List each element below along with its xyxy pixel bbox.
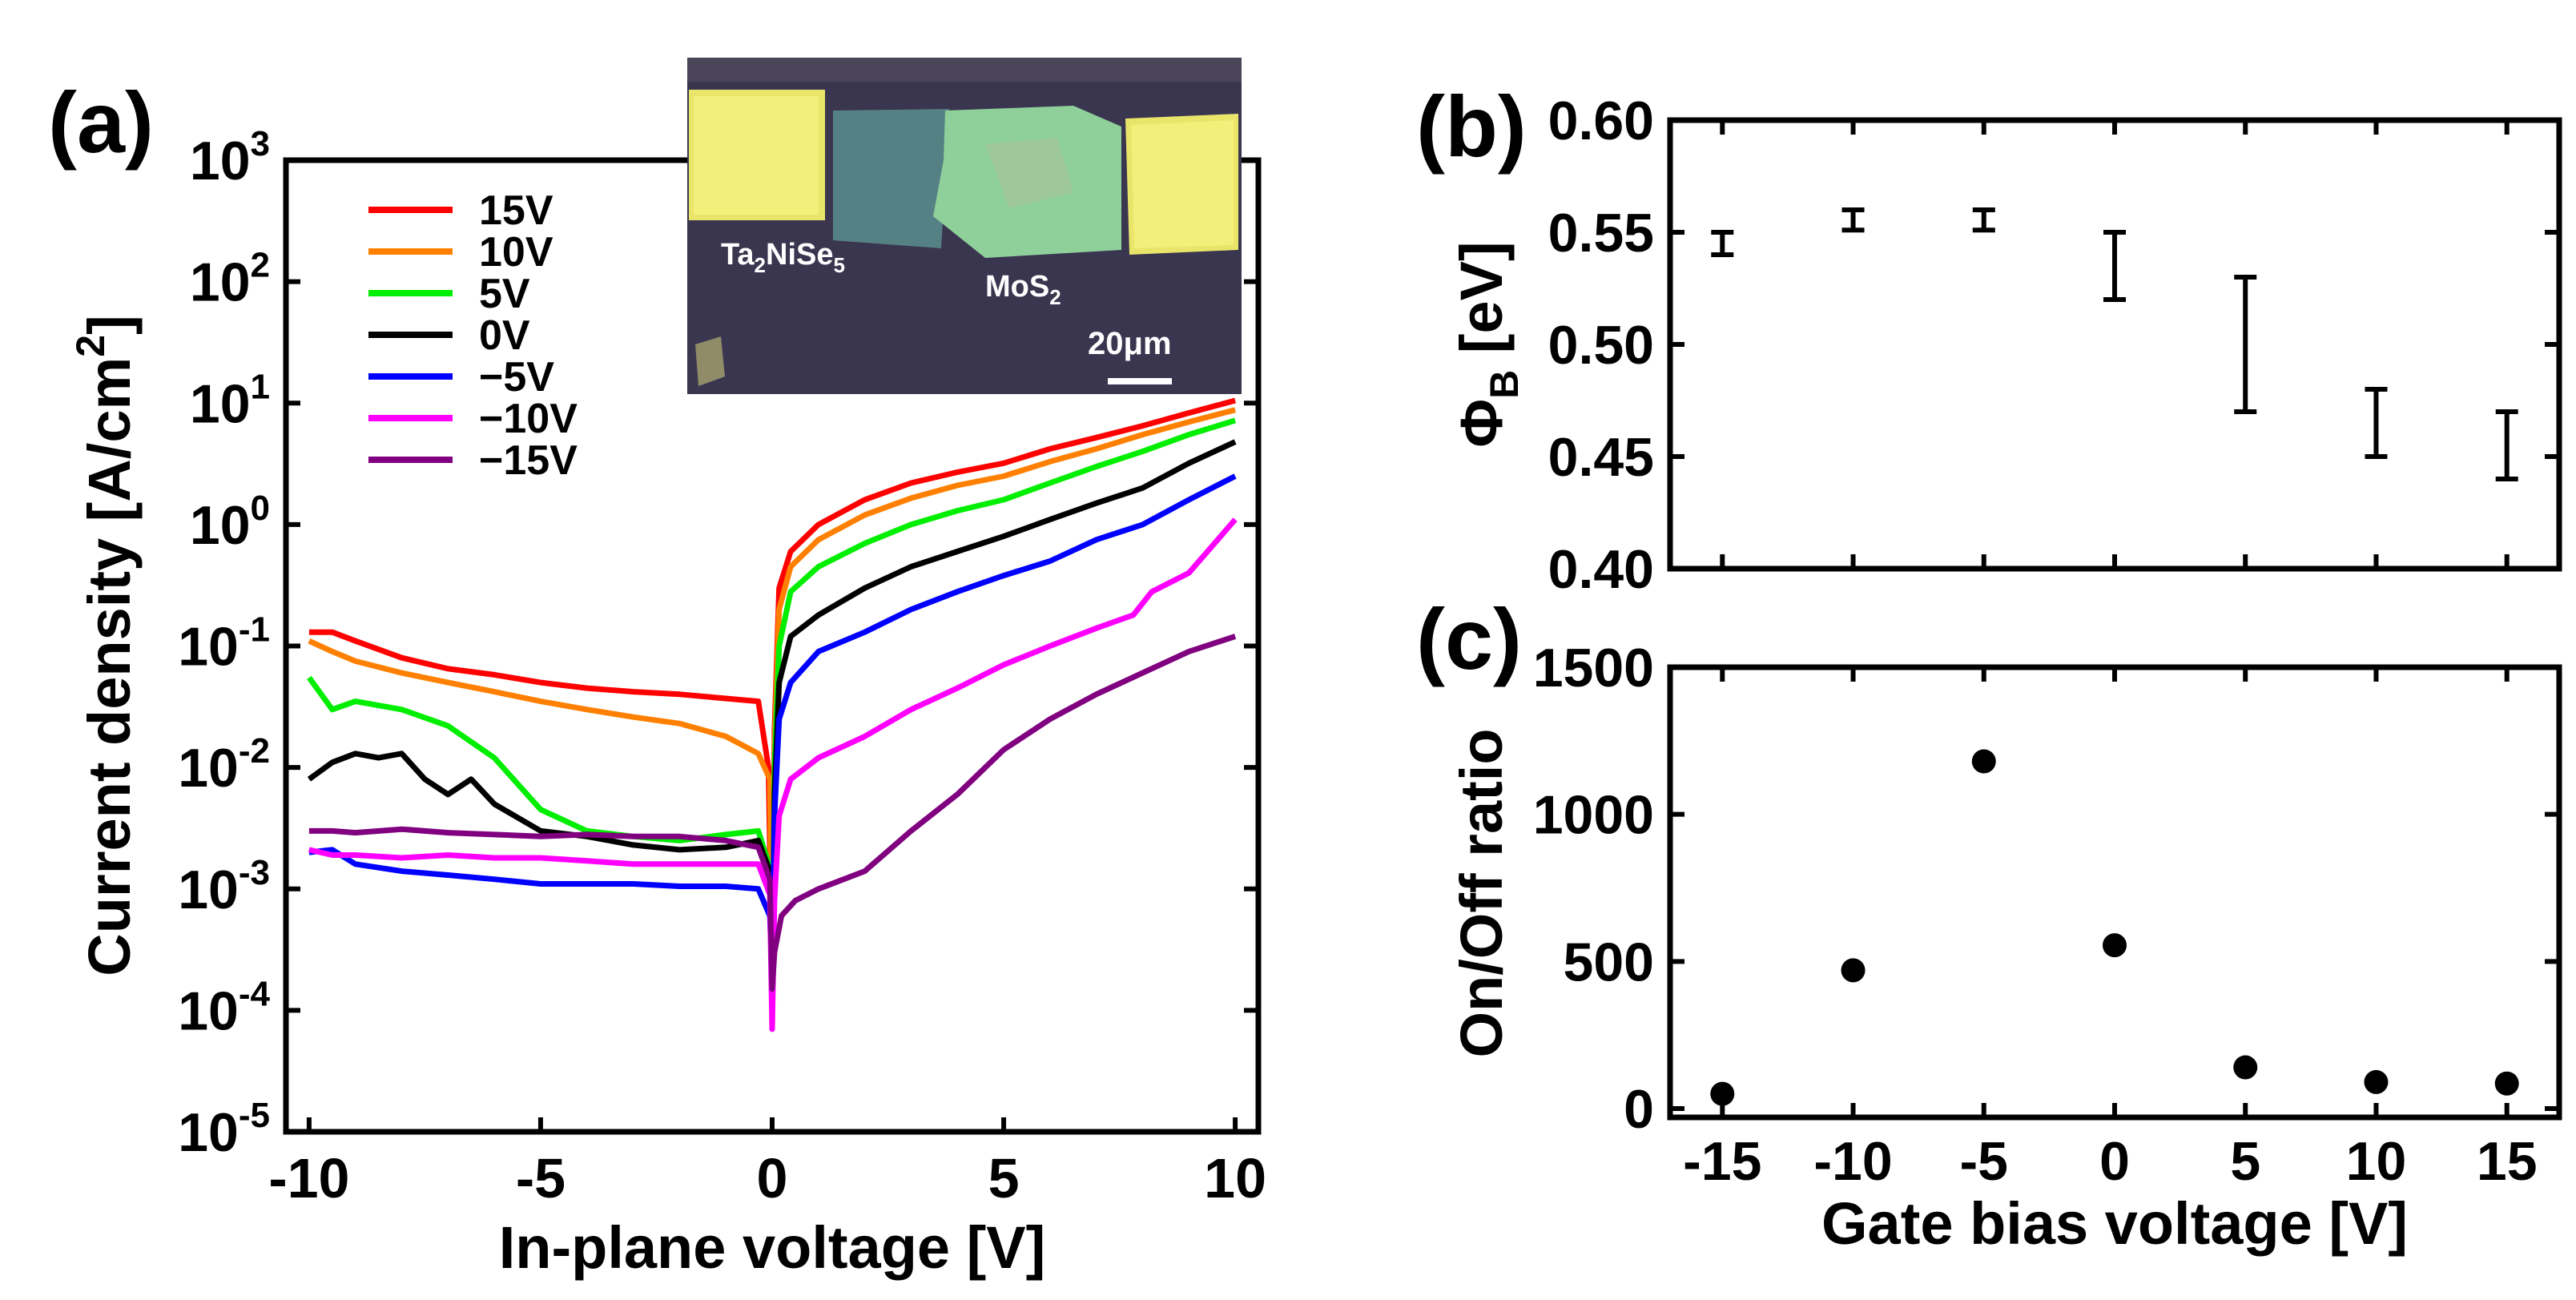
- legend-label: −5V: [479, 354, 554, 400]
- y-tick-label: 10-2: [178, 731, 270, 799]
- y-tick-label: 103: [190, 124, 270, 191]
- y-tick-label: 101: [190, 367, 270, 434]
- inset-scale-bar: [1108, 378, 1172, 384]
- data-point: [2233, 1055, 2258, 1080]
- panel-a-series: [307, 397, 1238, 1032]
- inset-label-ta2nise5: Ta2NiSe5: [721, 238, 845, 277]
- data-point: [1971, 749, 1996, 774]
- legend-label: 5V: [479, 271, 530, 317]
- legend-label: 15V: [479, 187, 553, 234]
- y-tick-label: 102: [190, 246, 270, 313]
- panel-b: (b) 0.40 0.45 0.50 0.55 0.60 ΦB [eV]: [1416, 78, 2562, 600]
- panel-b-label: (b): [1416, 78, 1527, 175]
- legend-label: 10V: [479, 229, 553, 276]
- y-tick-label: 100: [190, 489, 270, 556]
- panel-b-y-ticks: 0.40 0.45 0.50 0.55 0.60: [1548, 91, 2559, 600]
- data-point: [1841, 958, 1866, 983]
- inset-label-mos2: MoS2: [985, 270, 1061, 309]
- panel-a-label: (a): [48, 74, 154, 171]
- y-tick-label: 10-1: [178, 610, 270, 678]
- y-tick-label: 0.40: [1548, 539, 1654, 600]
- x-tick-label: 0: [757, 1147, 788, 1209]
- y-tick-label: 1000: [1533, 785, 1654, 846]
- panel-b-x-ticks: [1720, 120, 2510, 569]
- y-tick-label: 10-5: [178, 1096, 270, 1163]
- panel-a-x-axis-label: In-plane voltage [V]: [499, 1214, 1046, 1281]
- data-point: [2364, 1069, 2389, 1094]
- legend-label: −15V: [479, 437, 578, 484]
- panel-b-error-bars: [1711, 207, 2518, 481]
- x-tick-label: 5: [2230, 1131, 2260, 1192]
- panel-b-frame: [1667, 117, 2562, 572]
- x-tick-label: -10: [1813, 1131, 1892, 1192]
- y-tick-label: 0.45: [1548, 427, 1654, 488]
- data-point: [2494, 1071, 2519, 1096]
- panel-a: (a) -10 -5 0 5 10 10310210110010-110-210-310…: [48, 58, 1266, 1281]
- y-tick-label: 10-4: [178, 974, 270, 1041]
- y-tick-label: 500: [1564, 932, 1654, 992]
- y-tick-label: 0.60: [1548, 91, 1654, 151]
- panel-c-x-axis-label: Gate bias voltage [V]: [1821, 1190, 2408, 1257]
- y-tick-label: 0.50: [1548, 315, 1654, 376]
- series-line: [308, 634, 1237, 992]
- y-tick-label: 0: [1624, 1079, 1654, 1140]
- y-tick-label: 1500: [1533, 638, 1654, 698]
- panel-c-x-ticks: -15 -10 -5 0 5 10 15: [1683, 667, 2538, 1192]
- panel-c: (c) -15 -10 -5 0 5 10 15 0 500 1000 1500 Gate bia…: [1416, 590, 2562, 1257]
- panel-a-y-axis-label: Current density [A/cm2]: [68, 315, 143, 976]
- x-tick-label: -5: [1960, 1131, 2008, 1192]
- panel-a-x-ticks: -10 -5 0 5 10: [268, 1117, 1266, 1209]
- x-tick-label: -5: [516, 1147, 566, 1209]
- x-tick-label: 15: [2477, 1131, 2538, 1192]
- data-point: [2103, 933, 2127, 958]
- x-tick-label: 10: [1204, 1147, 1266, 1209]
- y-tick-label: 10-3: [178, 853, 270, 920]
- panel-c-y-axis-label: On/Off ratio: [1448, 728, 1515, 1057]
- x-tick-label: 0: [2099, 1131, 2130, 1192]
- data-point: [1710, 1081, 1735, 1106]
- ta2nise5-flake: [833, 109, 949, 248]
- x-tick-label: 5: [988, 1147, 1020, 1209]
- panel-c-label: (c): [1416, 590, 1522, 687]
- x-tick-label: -10: [268, 1147, 349, 1209]
- inset-scale-bar-label: 20μm: [1088, 326, 1172, 361]
- x-tick-label: 10: [2346, 1131, 2407, 1192]
- panel-c-frame: [1667, 664, 2562, 1121]
- y-tick-label: 0.55: [1548, 203, 1654, 264]
- legend-label: 0V: [479, 312, 530, 359]
- x-tick-label: -15: [1683, 1131, 1761, 1192]
- legend-label: −10V: [479, 396, 578, 442]
- panel-c-points: [1710, 749, 2519, 1106]
- panel-b-y-axis-label: ΦB [eV]: [1448, 241, 1527, 447]
- inset-micrograph: Ta2NiSe5 MoS2 20μm: [687, 58, 1242, 394]
- panel-a-y-ticks: 103 102 101 100 10-1 10-2 10-3 10-4 10-5: [178, 124, 1258, 1163]
- panel-c-y-ticks: 0 500 1000 1500: [1533, 638, 2559, 1140]
